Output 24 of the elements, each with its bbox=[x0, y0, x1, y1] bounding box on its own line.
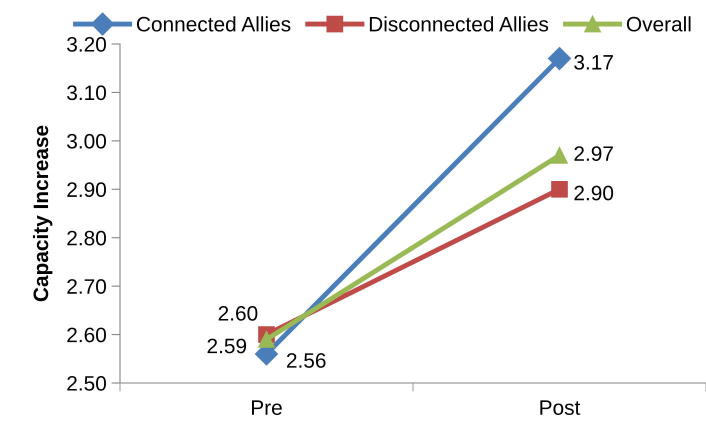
data-label: 2.56 bbox=[286, 353, 326, 368]
data-label: 2.90 bbox=[574, 186, 614, 200]
y-axis-title: Capacity Increase bbox=[32, 126, 52, 302]
legend-label: Disconnected Allies bbox=[370, 16, 548, 32]
y-tick-label: 3.20 bbox=[67, 37, 106, 52]
point bbox=[551, 147, 568, 164]
point bbox=[548, 47, 571, 70]
x-tick-label: Pre bbox=[252, 400, 282, 415]
y-tick-label: 2.90 bbox=[67, 182, 106, 198]
y-tick-label: 3.10 bbox=[67, 85, 106, 100]
point bbox=[258, 331, 275, 348]
legend-label: Overall bbox=[626, 16, 691, 32]
y-tick-label: 2.80 bbox=[67, 230, 106, 246]
data-label: 2.59 bbox=[208, 338, 246, 354]
legend-label: Connected Allies bbox=[136, 16, 290, 32]
data-label: 2.60 bbox=[218, 306, 258, 321]
data-label: 3.17 bbox=[574, 54, 613, 70]
point bbox=[551, 180, 568, 198]
y-tick-label: 2.70 bbox=[67, 279, 106, 294]
x-tick-label: Post bbox=[540, 400, 580, 415]
y-tick-label: 3.00 bbox=[67, 134, 106, 149]
y-tick-label: 2.60 bbox=[67, 328, 106, 342]
y-tick-label: 2.50 bbox=[67, 376, 106, 391]
data-label: 2.97 bbox=[574, 146, 613, 161]
